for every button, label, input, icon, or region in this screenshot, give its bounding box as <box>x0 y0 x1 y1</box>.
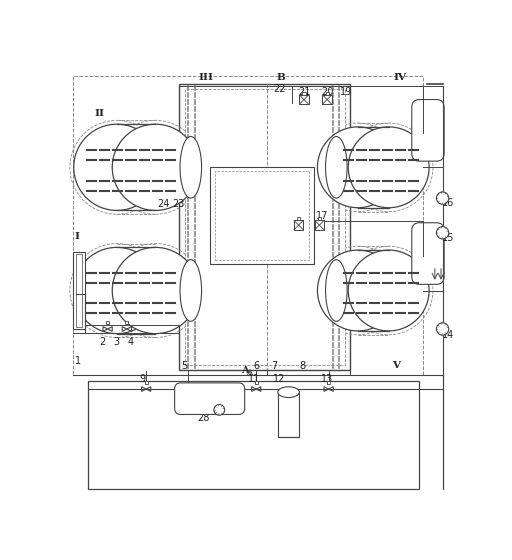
Text: 12: 12 <box>273 374 286 384</box>
Text: 3: 3 <box>114 337 120 347</box>
Circle shape <box>436 227 449 239</box>
Text: 13: 13 <box>321 374 333 384</box>
Text: IV: IV <box>394 73 407 82</box>
Bar <box>89 381 419 489</box>
Bar <box>117 248 155 334</box>
FancyBboxPatch shape <box>412 100 444 161</box>
Text: 14: 14 <box>442 330 454 340</box>
Bar <box>358 250 389 331</box>
Bar <box>303 92 306 95</box>
Ellipse shape <box>348 250 429 331</box>
Text: 19: 19 <box>340 87 352 97</box>
Ellipse shape <box>180 137 202 198</box>
Bar <box>315 221 324 230</box>
Text: 22: 22 <box>273 84 286 94</box>
Bar <box>327 381 330 384</box>
Bar <box>358 127 389 208</box>
Bar <box>73 252 84 329</box>
Ellipse shape <box>326 137 347 198</box>
FancyBboxPatch shape <box>175 383 245 414</box>
Ellipse shape <box>326 260 347 321</box>
Ellipse shape <box>112 248 199 334</box>
Text: 10: 10 <box>225 397 237 407</box>
Text: 18: 18 <box>294 211 306 221</box>
FancyBboxPatch shape <box>412 223 444 284</box>
Bar <box>106 321 109 324</box>
Text: 28: 28 <box>198 413 210 423</box>
Text: B: B <box>276 73 285 82</box>
Bar <box>318 217 321 221</box>
Bar <box>278 392 300 437</box>
Bar <box>323 95 332 104</box>
Bar <box>144 381 147 384</box>
Text: 24: 24 <box>158 199 170 209</box>
Bar <box>326 92 329 95</box>
Ellipse shape <box>317 250 398 331</box>
Bar <box>76 254 82 328</box>
Bar <box>73 77 423 375</box>
Circle shape <box>436 323 449 335</box>
Text: II: II <box>95 109 105 118</box>
Text: 8: 8 <box>300 361 306 371</box>
Text: 15: 15 <box>442 233 454 243</box>
Bar <box>117 124 155 211</box>
Text: 17: 17 <box>315 211 328 221</box>
Bar <box>179 84 350 370</box>
Bar <box>300 95 309 104</box>
Bar <box>185 88 345 365</box>
Ellipse shape <box>112 124 199 211</box>
Ellipse shape <box>180 260 202 321</box>
Text: 5: 5 <box>182 361 188 371</box>
Bar <box>117 244 155 338</box>
Bar <box>358 123 389 212</box>
Bar <box>117 120 155 214</box>
Ellipse shape <box>278 387 300 398</box>
Ellipse shape <box>74 248 160 334</box>
Circle shape <box>436 192 449 204</box>
Text: 6: 6 <box>253 361 259 371</box>
Bar <box>254 381 258 384</box>
Bar <box>210 167 314 264</box>
Text: 9: 9 <box>139 374 145 384</box>
Text: 20: 20 <box>321 87 333 97</box>
Text: 21: 21 <box>298 87 310 97</box>
Bar <box>125 321 129 324</box>
Ellipse shape <box>317 127 398 208</box>
Ellipse shape <box>348 127 429 208</box>
Text: 7: 7 <box>271 361 278 371</box>
Text: III: III <box>199 73 214 82</box>
Text: 29: 29 <box>225 241 237 251</box>
Circle shape <box>214 404 225 416</box>
Bar <box>297 217 300 221</box>
Bar <box>294 221 303 230</box>
Ellipse shape <box>74 124 160 211</box>
Text: 4: 4 <box>127 337 134 347</box>
Text: A: A <box>241 366 248 375</box>
Text: I: I <box>74 232 79 241</box>
Bar <box>216 171 309 260</box>
Text: 23: 23 <box>172 199 185 209</box>
Text: 16: 16 <box>442 198 454 208</box>
Text: 11: 11 <box>248 374 260 384</box>
Text: V: V <box>392 361 400 371</box>
Bar <box>358 246 389 335</box>
Text: 2: 2 <box>99 337 105 347</box>
Text: 1: 1 <box>75 356 81 366</box>
